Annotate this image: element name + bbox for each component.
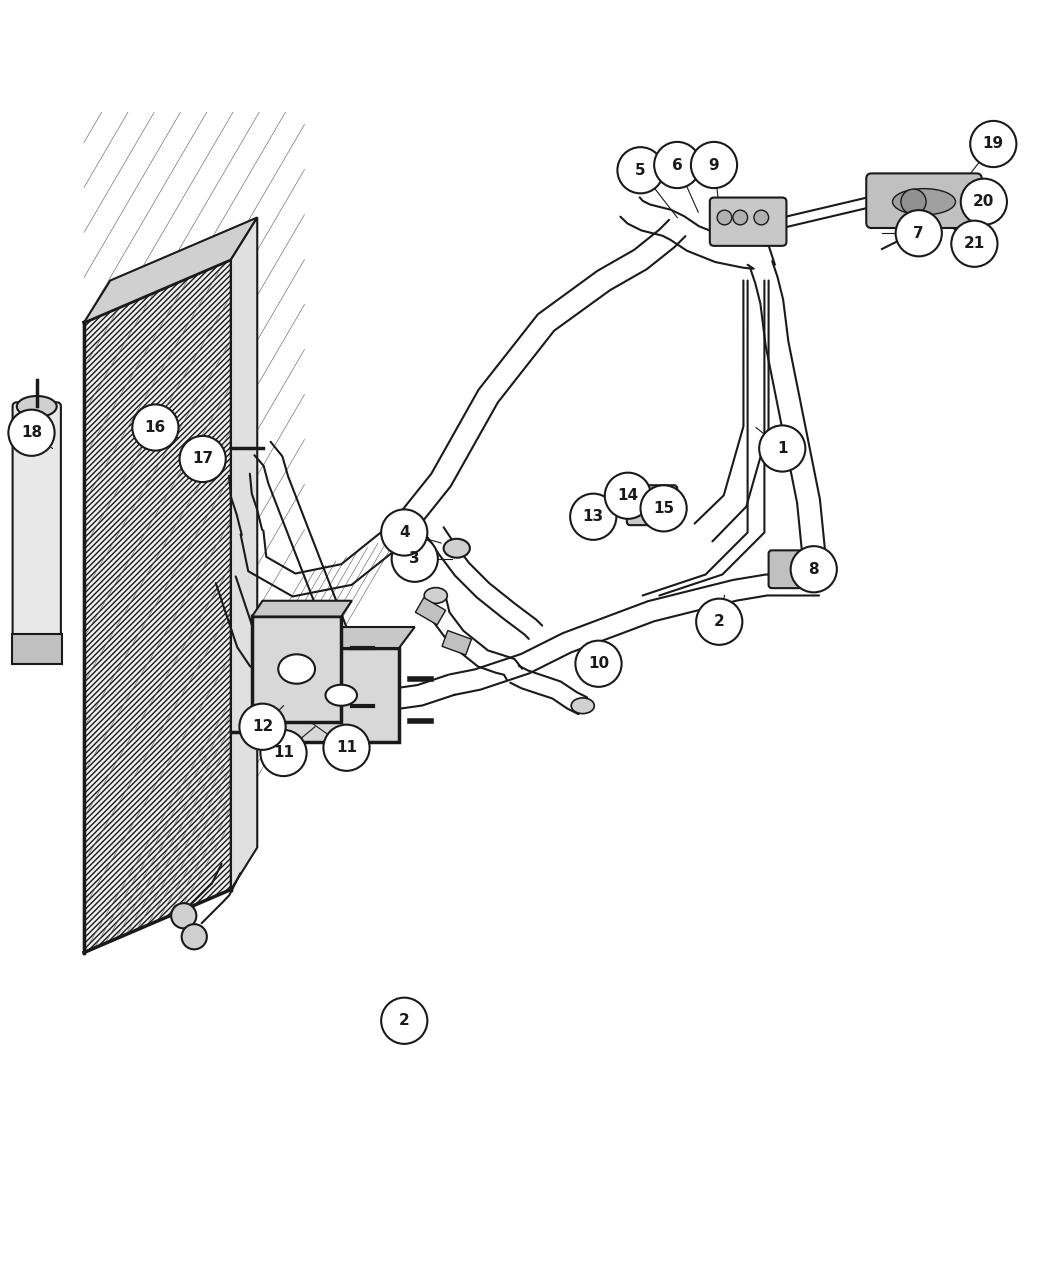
Text: 7: 7 <box>914 226 924 241</box>
Circle shape <box>640 486 687 532</box>
Text: 2: 2 <box>714 615 724 630</box>
Text: 2: 2 <box>399 1014 410 1028</box>
Circle shape <box>323 724 370 771</box>
Circle shape <box>570 493 616 539</box>
Circle shape <box>180 436 226 482</box>
Text: 10: 10 <box>588 657 609 671</box>
Circle shape <box>239 704 286 750</box>
Bar <box>12 635 62 664</box>
Text: 3: 3 <box>410 551 420 566</box>
Polygon shape <box>84 260 231 952</box>
Circle shape <box>654 142 700 189</box>
Ellipse shape <box>17 397 57 417</box>
Text: 14: 14 <box>617 488 638 504</box>
Circle shape <box>392 536 438 581</box>
Ellipse shape <box>443 539 470 557</box>
FancyBboxPatch shape <box>866 173 982 228</box>
Circle shape <box>617 147 664 194</box>
Circle shape <box>605 473 651 519</box>
Circle shape <box>733 210 748 224</box>
Circle shape <box>691 142 737 189</box>
Text: 9: 9 <box>709 158 719 172</box>
Text: 15: 15 <box>653 501 674 516</box>
Ellipse shape <box>892 189 956 215</box>
Text: 11: 11 <box>336 741 357 755</box>
FancyBboxPatch shape <box>710 198 786 246</box>
FancyBboxPatch shape <box>252 617 341 722</box>
Polygon shape <box>284 627 415 648</box>
Ellipse shape <box>424 588 447 603</box>
Polygon shape <box>231 218 257 890</box>
Text: 4: 4 <box>399 525 410 541</box>
Circle shape <box>381 510 427 556</box>
FancyBboxPatch shape <box>627 486 677 525</box>
Circle shape <box>132 404 179 450</box>
Text: 12: 12 <box>252 719 273 734</box>
FancyBboxPatch shape <box>13 403 61 641</box>
Circle shape <box>896 210 942 256</box>
Circle shape <box>901 189 926 214</box>
Text: 8: 8 <box>808 562 819 576</box>
Bar <box>442 631 471 655</box>
Polygon shape <box>84 218 257 323</box>
Text: 17: 17 <box>192 451 213 467</box>
Circle shape <box>381 997 427 1044</box>
Circle shape <box>171 903 196 928</box>
Circle shape <box>791 546 837 593</box>
Text: 6: 6 <box>672 158 682 172</box>
Polygon shape <box>252 601 352 617</box>
Circle shape <box>696 599 742 645</box>
Text: 16: 16 <box>145 419 166 435</box>
Ellipse shape <box>571 697 594 714</box>
Text: 5: 5 <box>635 163 646 177</box>
Circle shape <box>182 924 207 950</box>
Bar <box>416 598 445 625</box>
FancyBboxPatch shape <box>284 648 399 742</box>
Text: 11: 11 <box>273 746 294 760</box>
Circle shape <box>951 221 998 266</box>
Ellipse shape <box>278 654 315 683</box>
Circle shape <box>260 729 307 776</box>
Ellipse shape <box>326 685 357 706</box>
Circle shape <box>575 640 622 687</box>
Circle shape <box>8 409 55 456</box>
Circle shape <box>970 121 1016 167</box>
Circle shape <box>754 210 769 224</box>
Polygon shape <box>84 260 231 952</box>
Text: 18: 18 <box>21 426 42 440</box>
Text: 13: 13 <box>583 509 604 524</box>
FancyBboxPatch shape <box>769 551 817 588</box>
Text: 19: 19 <box>983 136 1004 152</box>
Circle shape <box>759 426 805 472</box>
Text: 21: 21 <box>964 236 985 251</box>
Text: 1: 1 <box>777 441 788 456</box>
Text: 20: 20 <box>973 194 994 209</box>
Circle shape <box>961 179 1007 224</box>
Circle shape <box>717 210 732 224</box>
